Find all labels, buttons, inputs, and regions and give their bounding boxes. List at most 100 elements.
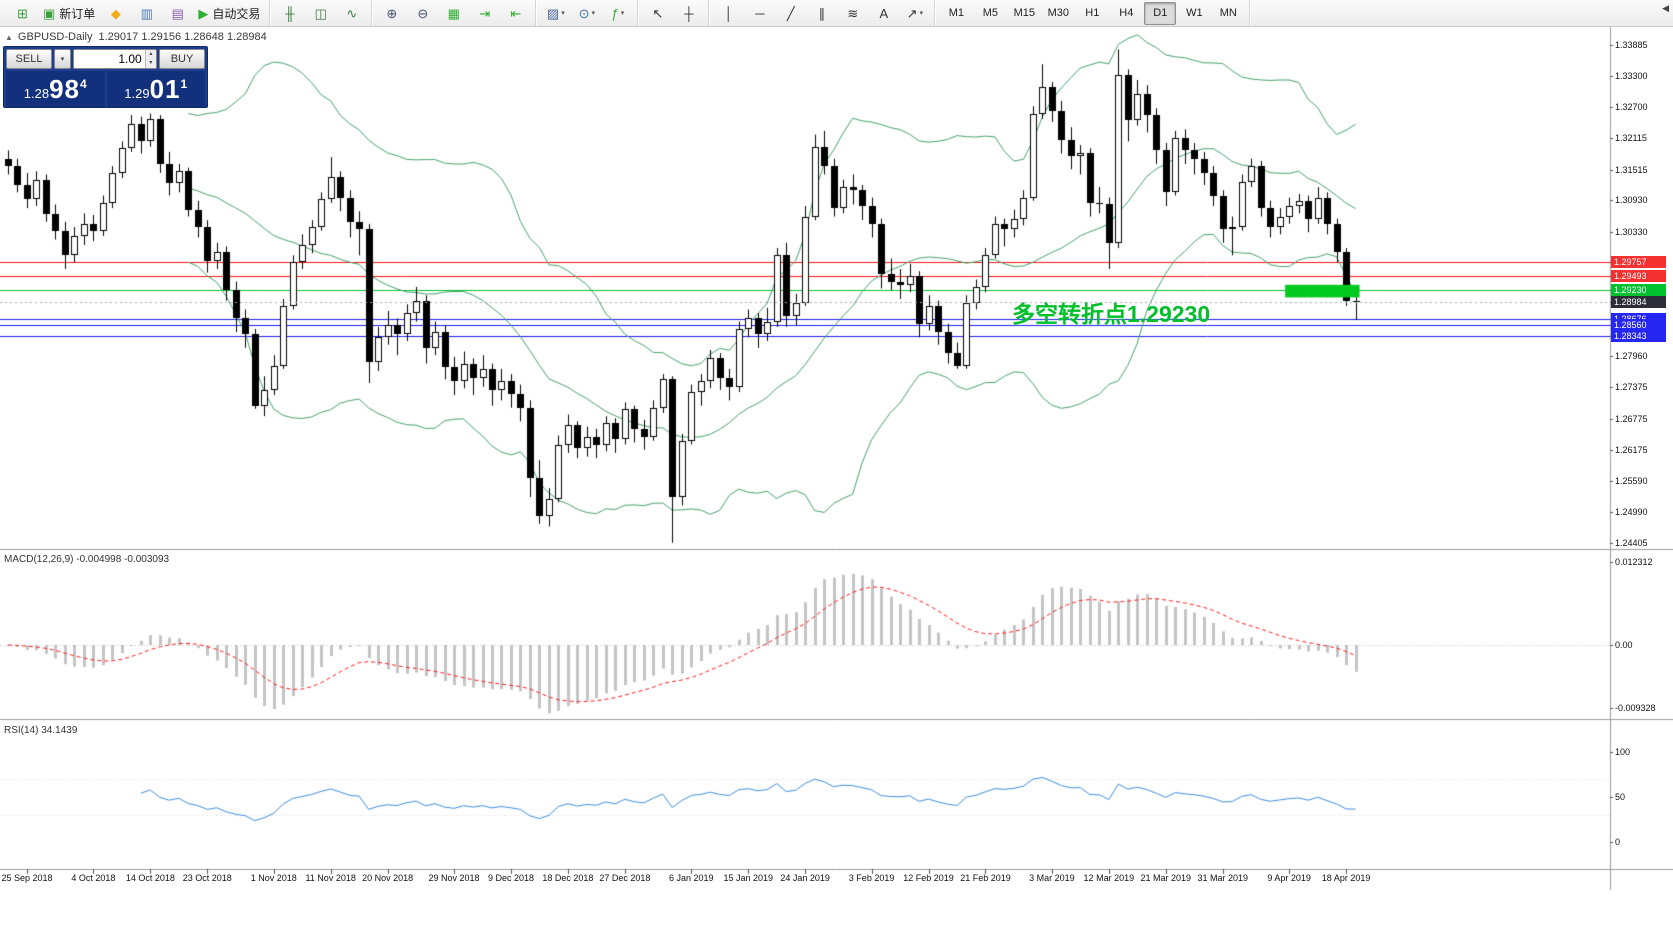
price-tag: 1.29230 [1611,283,1666,296]
equidistant-channel-icon[interactable]: ∥ [807,2,836,25]
price-axis-label: 1.27960 [1615,351,1648,362]
chart-annotation-text[interactable]: 多空转折点1.29230 [1012,301,1211,327]
chart-shift-icon[interactable]: ⇤ [501,2,530,25]
time-axis-label: 29 Nov 2018 [428,873,480,883]
timeframe-m1-label: M1 [948,7,964,19]
data-window-icon[interactable]: ▤ [163,2,192,25]
trendline-icon-glyph: ╱ [786,5,795,21]
zoom-in-icon[interactable]: ⊕ [377,2,406,25]
candlestick-chart-icon[interactable]: ◫ [306,2,335,25]
autotrading-button[interactable]: ▶ 自动交易 [194,2,264,25]
timeframe-m30-label: M30 [1047,7,1070,19]
trade-panel-collapse-icon[interactable]: ▲ [5,33,13,42]
sell-price-display[interactable]: 1.28984 [6,71,105,107]
new-chart-icon[interactable]: ⊞ [8,2,37,25]
profiles-icon[interactable]: ⊙ ▾ [572,2,601,25]
metaeditor-icon-glyph: ◆ [110,5,121,21]
horizontal-line-icon[interactable]: ─ [745,2,774,25]
horizontal-line-icon-glyph: ─ [755,5,765,21]
line-chart-icon-glyph: ∿ [346,5,358,21]
candlestick-chart-icon-glyph: ◫ [314,5,327,21]
order-type-dropdown[interactable]: ▾ [54,49,71,69]
buy-button[interactable]: BUY [159,49,205,69]
buy-price-display[interactable]: 1.29011 [106,71,205,107]
volume-increment-button[interactable]: ▴ [145,50,156,59]
vertical-line-icon[interactable]: │ [714,2,743,25]
price-tag: 1.29757 [1611,255,1666,268]
cursor-icon-glyph: ↖ [652,5,664,21]
timeframe-h4-label: H4 [1119,7,1134,19]
indicators-icon-caret-icon: ▾ [620,10,625,17]
chart-ohlc-values: 1.29017 1.29156 1.28648 1.28984 [98,31,267,43]
price-axis-label: 1.26775 [1615,413,1648,424]
crosshair-icon-glyph: ┼ [684,5,694,21]
metaeditor-icon[interactable]: ◆ [101,2,130,25]
volume-decrement-button[interactable]: ▾ [145,59,156,68]
line-chart-icon[interactable]: ∿ [337,2,366,25]
timeframe-m5[interactable]: M5 [974,2,1006,25]
main-toolbar: ⊞ ▣ 新订单 ◆ ▥ ▤ ▶ 自动交易 ╫ ◫ ∿ ⊕ ⊖ ▦ ⇥ ⇤ ▨ ▾ ⊙ ▾ ƒ ▾ ↖ ┼ │ ─ ╱ ∥ ≋ A ↗ ▾ M1 M… [0,0,1673,27]
toolbar-group-zoom-windows: ⊕ ⊖ ▦ ⇥ ⇤ [372,0,537,26]
market-watch-icon-glyph: ▥ [140,5,153,21]
cursor-icon[interactable]: ↖ [643,2,672,25]
market-watch-icon[interactable]: ▥ [132,2,161,25]
tile-windows-icon[interactable]: ▦ [439,2,468,25]
templates-icon-glyph: ▨ [546,5,560,21]
toolbar-group-chart-type: ╫ ◫ ∿ [270,0,373,26]
trendline-icon[interactable]: ╱ [776,2,805,25]
new-order-button-label: 新订单 [59,6,96,21]
timeframe-mn[interactable]: MN [1212,2,1244,25]
time-axis-label: 9 Apr 2019 [1267,873,1311,883]
time-axis-label: 4 Oct 2018 [71,873,116,883]
indicators-icon[interactable]: ƒ ▾ [603,2,632,25]
time-axis-label: 18 Dec 2018 [542,873,594,883]
timeframe-m1[interactable]: M1 [940,2,972,25]
volume-input[interactable] [74,50,145,68]
bar-chart-icon[interactable]: ╫ [275,2,304,25]
sell-button[interactable]: SELL [6,49,52,69]
fibonacci-icon[interactable]: ≋ [838,2,867,25]
zoom-out-icon-glyph: ⊖ [417,5,429,21]
rsi-axis-label: 50 [1615,792,1626,802]
price-axis-label: 1.32115 [1615,132,1647,143]
timeframe-w1[interactable]: W1 [1178,2,1210,25]
time-axis-label: 18 Apr 2019 [1321,873,1371,883]
timeframe-m15-label: M15 [1013,7,1036,19]
arrows-icon[interactable]: ↗ ▾ [900,2,929,25]
timeframe-h1[interactable]: H1 [1076,2,1108,25]
sell-price-big: 98 [49,74,81,104]
volume-field: ▴ ▾ [73,49,157,69]
equidistant-channel-icon-glyph: ∥ [818,5,826,21]
price-axis-label: 1.24405 [1615,538,1648,548]
new-order-button[interactable]: ▣ 新订单 [39,2,99,25]
time-axis-label: 21 Feb 2019 [960,873,1011,883]
new-chart-icon-glyph: ⊞ [17,5,28,21]
templates-icon-caret-icon: ▾ [561,10,565,17]
timeframe-d1[interactable]: D1 [1144,1,1177,25]
zoom-in-icon-glyph: ⊕ [386,5,398,21]
price-axis-label: 1.30330 [1615,226,1648,237]
chart-shift-icon-glyph: ⇤ [510,5,522,21]
timeframe-w1-label: W1 [1186,7,1203,19]
time-axis-label: 9 Dec 2018 [487,873,534,883]
caret-up-icon: ▴ [149,51,153,57]
macd-axis-label: -0.009328 [1615,702,1656,713]
text-label-icon[interactable]: A [869,2,898,25]
price-tag: 1.28560 [1611,318,1666,331]
rsi-axis-label: 100 [1615,747,1631,757]
timeframe-h4[interactable]: H4 [1110,2,1142,25]
timeframe-m15[interactable]: M15 [1008,2,1040,25]
vertical-line-icon-glyph: │ [724,5,733,21]
toolbar-overflow-button[interactable]: ◀ [1662,3,1669,13]
arrows-icon-caret-icon: ▾ [919,10,924,17]
auto-scroll-icon[interactable]: ⇥ [470,2,499,25]
autotrading-button-label: 自动交易 [212,6,261,21]
zoom-out-icon[interactable]: ⊖ [408,2,437,25]
crosshair-icon[interactable]: ┼ [674,2,703,25]
buy-price-sup: 1 [180,77,188,91]
templates-icon[interactable]: ▨ ▾ [541,2,570,25]
timeframe-m30[interactable]: M30 [1042,2,1074,25]
time-axis-label: 15 Jan 2019 [723,873,773,883]
